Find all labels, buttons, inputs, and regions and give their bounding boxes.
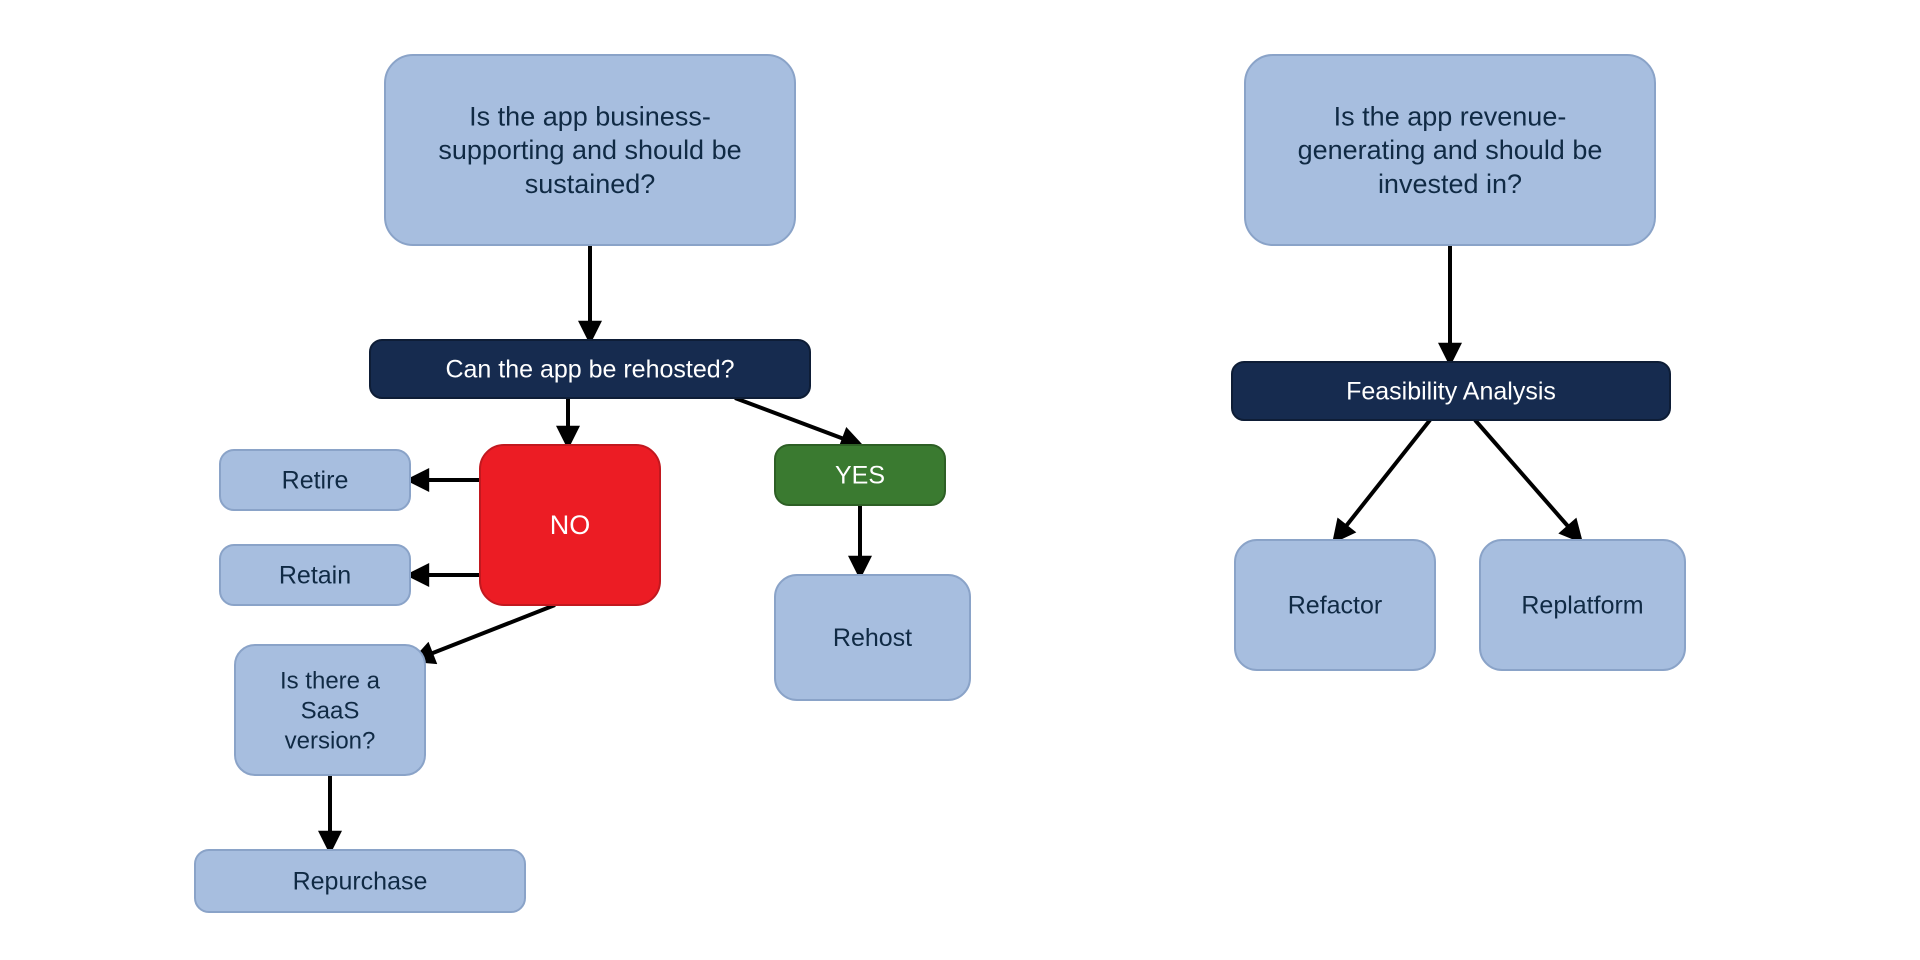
edge-feasibility-refactor <box>1335 420 1430 540</box>
node-retain: Retain <box>220 545 410 605</box>
node-no: NO <box>480 445 660 605</box>
node-saas_q: Is there a SaaS version? <box>235 645 425 775</box>
node-rehost_q: Can the app be rehosted? <box>370 340 810 398</box>
node-repurchase-label: Repurchase <box>293 868 428 896</box>
node-rehost_q-label: Can the app be rehosted? <box>445 356 734 384</box>
node-rehost: Rehost <box>775 575 970 700</box>
node-saas_q-label: Is there a <box>280 667 381 694</box>
node-replatform: Replatform <box>1480 540 1685 670</box>
node-q1: Is the app business-supporting and shoul… <box>385 55 795 245</box>
node-q2-label: generating and should be <box>1298 135 1603 165</box>
node-replatform-label: Replatform <box>1521 592 1643 620</box>
node-yes: YES <box>775 445 945 505</box>
node-q1-label: sustained? <box>525 169 656 199</box>
edge-no-saas_q <box>415 605 555 660</box>
node-q2: Is the app revenue-generating and should… <box>1245 55 1655 245</box>
node-rehost-label: Rehost <box>833 624 912 652</box>
node-retire-label: Retire <box>282 467 349 495</box>
edge-rehost_q-yes <box>735 398 860 445</box>
node-no-label: NO <box>550 510 591 540</box>
flowchart-canvas: Is the app business-supporting and shoul… <box>0 0 1920 960</box>
node-repurchase: Repurchase <box>195 850 525 912</box>
node-saas_q-label: version? <box>285 727 376 754</box>
node-q1-label: supporting and should be <box>438 135 741 165</box>
node-q1-label: Is the app business- <box>469 101 711 131</box>
node-retire: Retire <box>220 450 410 510</box>
node-feasibility-label: Feasibility Analysis <box>1346 378 1556 406</box>
node-retain-label: Retain <box>279 562 351 590</box>
node-saas_q-label: SaaS <box>301 697 360 724</box>
node-feasibility: Feasibility Analysis <box>1232 362 1670 420</box>
node-yes-label: YES <box>835 462 885 490</box>
node-refactor-label: Refactor <box>1288 592 1382 620</box>
node-q2-label: invested in? <box>1378 169 1522 199</box>
node-q2-label: Is the app revenue- <box>1334 101 1567 131</box>
nodes-layer: Is the app business-supporting and shoul… <box>195 55 1685 912</box>
edge-feasibility-replatform <box>1475 420 1580 540</box>
node-refactor: Refactor <box>1235 540 1435 670</box>
